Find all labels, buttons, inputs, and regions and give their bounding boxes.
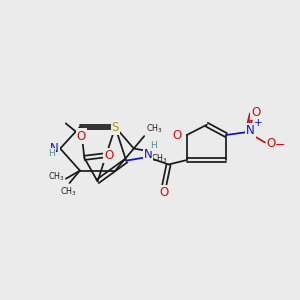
- Text: −: −: [274, 139, 285, 152]
- Text: O: O: [267, 137, 276, 150]
- Text: H: H: [151, 141, 157, 150]
- Text: N: N: [144, 148, 152, 161]
- Text: O: O: [104, 149, 113, 162]
- Text: O: O: [251, 106, 260, 119]
- Text: +: +: [254, 118, 262, 128]
- Text: CH$_3$: CH$_3$: [60, 185, 76, 198]
- Text: O: O: [77, 130, 86, 142]
- Text: CH$_3$: CH$_3$: [146, 122, 163, 135]
- Text: S: S: [112, 121, 119, 134]
- Text: O: O: [160, 186, 169, 199]
- Text: CH$_3$: CH$_3$: [48, 171, 64, 184]
- Text: N: N: [50, 142, 59, 155]
- Text: CH$_3$: CH$_3$: [151, 153, 168, 165]
- Text: N: N: [246, 124, 255, 137]
- Text: O: O: [172, 128, 182, 142]
- Text: H: H: [48, 149, 55, 158]
